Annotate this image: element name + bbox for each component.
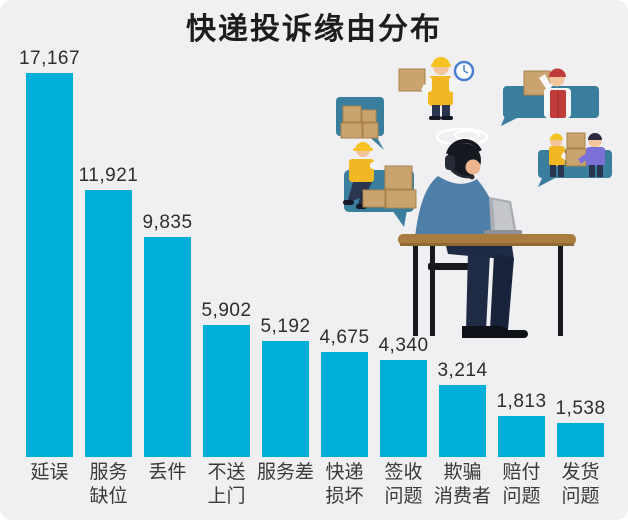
bar-category-label: 快递 损坏: [325, 462, 364, 507]
bar-category-label: 延误: [30, 462, 69, 483]
bar: [85, 190, 132, 457]
bar-value-label: 4,675: [319, 327, 370, 348]
bar-value-label: 5,902: [201, 300, 252, 321]
speech-bubble-worker-boxes: [343, 142, 417, 227]
bar-category-label: 发货 问题: [561, 462, 600, 507]
bar-value-label: 4,340: [378, 335, 429, 356]
bar-category-label: 服务差: [256, 462, 314, 483]
bar-value-label: 17,167: [18, 48, 81, 69]
desk: [398, 234, 576, 245]
bar: [498, 416, 545, 457]
bar: [262, 341, 309, 457]
bar-category-label: 不送 上门: [207, 462, 246, 507]
bar: [144, 237, 191, 457]
bar-category-label: 签收 问题: [384, 462, 423, 507]
bar: [557, 423, 604, 457]
bar-value-label: 1,813: [496, 391, 547, 412]
speech-bubble-handover: [538, 132, 612, 187]
chart-title: 快递投诉缘由分布: [186, 13, 442, 46]
bar-value-label: 5,192: [260, 316, 311, 337]
bar-value-label: 1,538: [555, 398, 606, 419]
courier-with-box-and-clock: [398, 57, 475, 120]
bar: [26, 73, 73, 457]
illustration: [336, 57, 612, 338]
bar-category-label: 服务 缺位: [89, 462, 128, 507]
speech-bubble-courier-red: [501, 68, 599, 126]
bar: [439, 385, 486, 457]
speech-bubble-boxes: [336, 97, 384, 150]
bar: [321, 352, 368, 457]
bar: [380, 360, 427, 457]
bar-value-label: 9,835: [142, 212, 193, 233]
bar-category-label: 赔付 问题: [502, 462, 541, 507]
bar-value-label: 3,214: [437, 360, 488, 381]
customer-service-agent: [398, 127, 576, 338]
bar-value-label: 11,921: [78, 165, 139, 186]
bar-category-label: 欺骗 消费者: [433, 462, 491, 507]
bar: [203, 325, 250, 457]
headset-icon: [446, 139, 482, 155]
bar-category-label: 丢件: [148, 462, 187, 483]
